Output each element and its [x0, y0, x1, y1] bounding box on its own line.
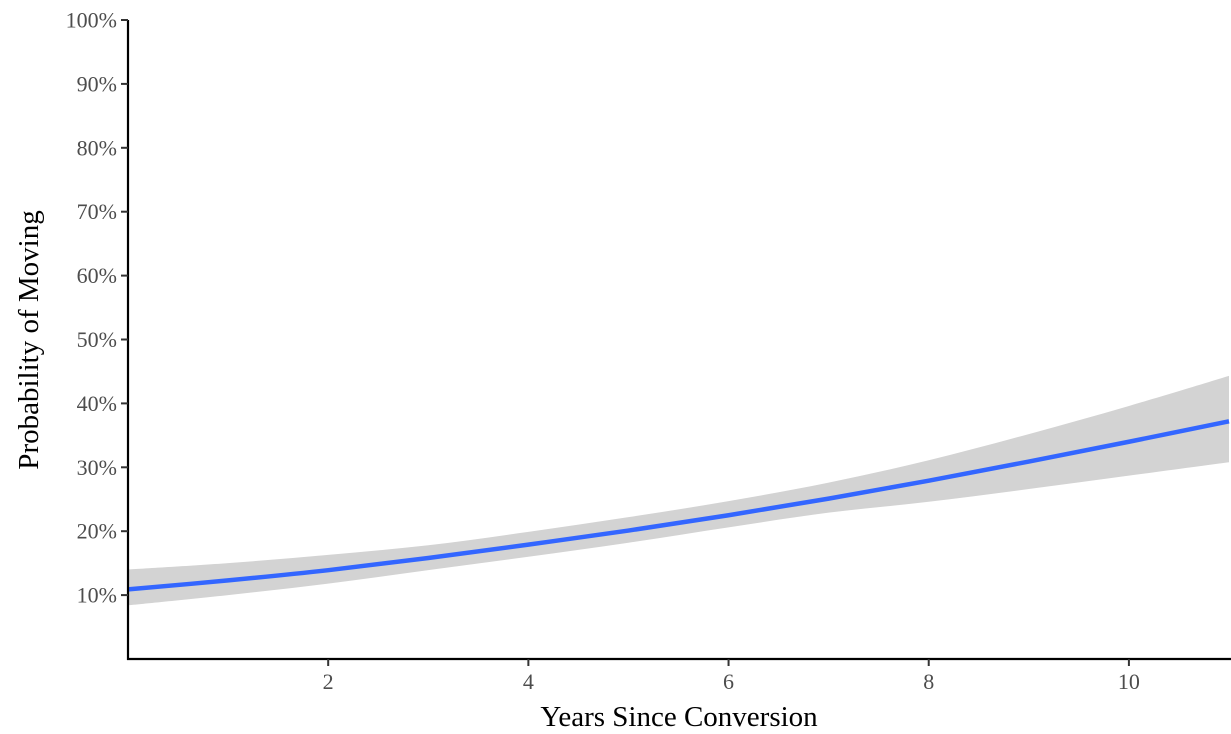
confidence-band-0: [128, 375, 1229, 606]
y-tick-label: 40%: [77, 391, 117, 416]
y-tick-label: 70%: [77, 199, 117, 224]
y-ticks: 10% 20% 30% 40% 50% 60% 70% 80% 90% 100%: [66, 8, 128, 608]
x-ticks: 2 4 6 8 10: [323, 659, 1140, 694]
x-tick-label: 10: [1118, 669, 1140, 694]
x-tick-label: 4: [523, 669, 534, 694]
y-tick-label: 50%: [77, 327, 117, 352]
x-tick-label: 8: [923, 669, 934, 694]
y-tick-label: 80%: [77, 135, 117, 160]
x-tick-label: 6: [723, 669, 734, 694]
ci-band-layer: [128, 375, 1229, 606]
y-tick-label: 30%: [77, 455, 117, 480]
y-axis-title: Probability of Moving: [13, 210, 45, 469]
y-tick-label: 20%: [77, 519, 117, 544]
y-tick-label: 10%: [77, 583, 117, 608]
y-tick-label: 100%: [66, 8, 117, 33]
series-line-layer: [127, 419, 1230, 592]
series-line-0: [127, 419, 1230, 592]
y-tick-label: 60%: [77, 263, 117, 288]
x-tick-label: 2: [323, 669, 334, 694]
x-axis-title: Years Since Conversion: [540, 701, 818, 733]
y-tick-label: 90%: [77, 71, 117, 96]
